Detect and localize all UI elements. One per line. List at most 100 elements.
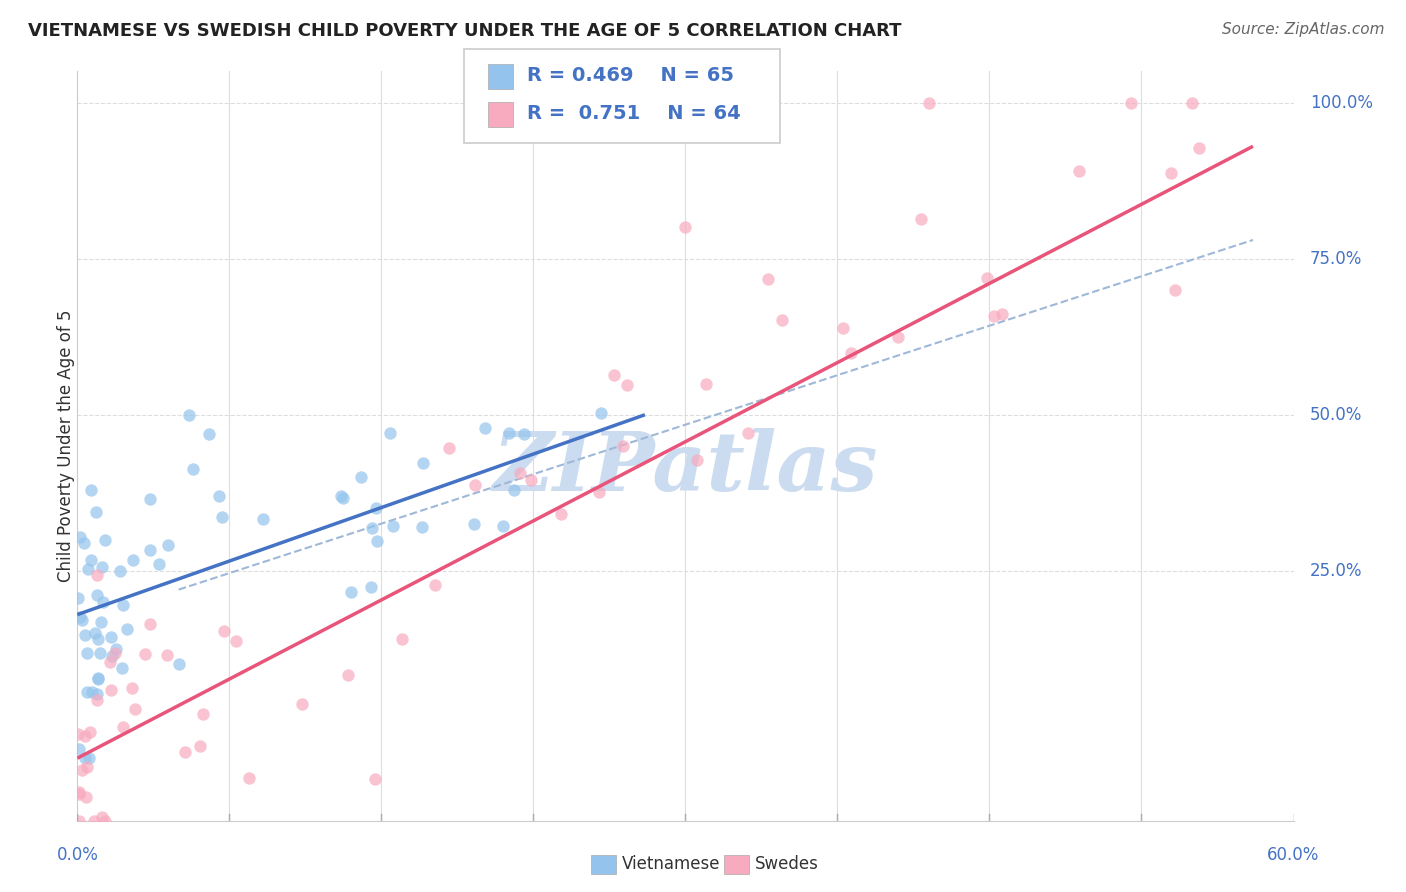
Point	[412, 456, 434, 470]
Point	[87, 671, 110, 685]
Point	[94, 533, 117, 547]
Point	[1181, 95, 1204, 110]
Point	[105, 641, 128, 656]
Point	[976, 271, 998, 285]
Point	[73, 535, 96, 549]
Point	[134, 647, 156, 661]
Point	[86, 588, 108, 602]
Point	[503, 483, 526, 498]
Text: VIETNAMESE VS SWEDISH CHILD POVERTY UNDER THE AGE OF 5 CORRELATION CHART: VIETNAMESE VS SWEDISH CHILD POVERTY UNDE…	[28, 22, 901, 40]
Point	[115, 622, 138, 636]
Point	[737, 426, 759, 441]
Point	[391, 632, 413, 647]
Point	[588, 484, 610, 499]
Point	[67, 814, 90, 828]
Point	[86, 687, 108, 701]
Text: 75.0%: 75.0%	[1310, 250, 1362, 268]
Point	[112, 598, 135, 612]
Point	[211, 509, 233, 524]
Point	[67, 785, 90, 799]
Point	[329, 489, 352, 503]
Text: 25.0%: 25.0%	[1310, 562, 1362, 580]
Point	[695, 376, 717, 391]
Text: 100.0%: 100.0%	[1310, 94, 1372, 112]
Point	[464, 478, 486, 492]
Text: Vietnamese: Vietnamese	[621, 855, 720, 873]
Point	[139, 616, 162, 631]
Point	[188, 739, 211, 753]
Point	[918, 95, 941, 110]
Point	[1160, 165, 1182, 179]
Point	[80, 483, 103, 497]
Point	[756, 271, 779, 285]
Point	[332, 491, 354, 505]
Point	[411, 519, 433, 533]
Point	[87, 673, 110, 687]
Point	[983, 309, 1005, 323]
Point	[685, 453, 707, 467]
Text: R = 0.469    N = 65: R = 0.469 N = 65	[527, 66, 734, 86]
Point	[108, 565, 131, 579]
Text: Swedes: Swedes	[755, 855, 818, 873]
Point	[91, 594, 114, 608]
Point	[366, 534, 388, 549]
Point	[520, 473, 543, 487]
Point	[492, 519, 515, 533]
Point	[69, 609, 91, 624]
Point	[73, 751, 96, 765]
Point	[76, 562, 98, 576]
Point	[75, 628, 97, 642]
Point	[89, 646, 111, 660]
Point	[90, 809, 112, 823]
Point	[75, 790, 97, 805]
Point	[76, 685, 98, 699]
Point	[471, 95, 494, 110]
Text: 0.0%: 0.0%	[56, 846, 98, 863]
Point	[603, 368, 626, 382]
Point	[148, 557, 170, 571]
Point	[111, 661, 134, 675]
Point	[361, 520, 384, 534]
Point	[77, 751, 100, 765]
Point	[157, 538, 180, 552]
Point	[70, 613, 93, 627]
Point	[124, 702, 146, 716]
Y-axis label: Child Poverty Under the Age of 5: Child Poverty Under the Age of 5	[58, 310, 75, 582]
Point	[616, 378, 638, 392]
Text: ZIPatlas: ZIPatlas	[492, 428, 879, 508]
Point	[86, 693, 108, 707]
Point	[463, 516, 485, 531]
Point	[83, 814, 105, 828]
Point	[66, 727, 89, 741]
Point	[101, 648, 124, 663]
Point	[76, 759, 98, 773]
Point	[1163, 283, 1185, 297]
Point	[336, 668, 359, 682]
Point	[212, 624, 235, 639]
Point	[591, 406, 613, 420]
Point	[910, 212, 932, 227]
Point	[79, 724, 101, 739]
Point	[121, 553, 143, 567]
Point	[675, 220, 697, 235]
Point	[198, 426, 221, 441]
Text: R =  0.751    N = 64: R = 0.751 N = 64	[527, 103, 741, 123]
Text: 60.0%: 60.0%	[1267, 846, 1320, 863]
Point	[550, 507, 572, 521]
Point	[498, 425, 520, 440]
Point	[832, 321, 855, 335]
Point	[990, 307, 1012, 321]
Point	[76, 646, 98, 660]
Point	[98, 656, 121, 670]
Point	[1121, 95, 1143, 110]
Point	[350, 470, 373, 484]
Point	[612, 438, 634, 452]
Point	[67, 742, 90, 756]
Point	[70, 763, 93, 777]
Point	[208, 489, 231, 503]
Point	[291, 697, 314, 711]
Point	[364, 500, 387, 515]
Point	[839, 345, 862, 359]
Point	[83, 626, 105, 640]
Point	[90, 615, 112, 630]
